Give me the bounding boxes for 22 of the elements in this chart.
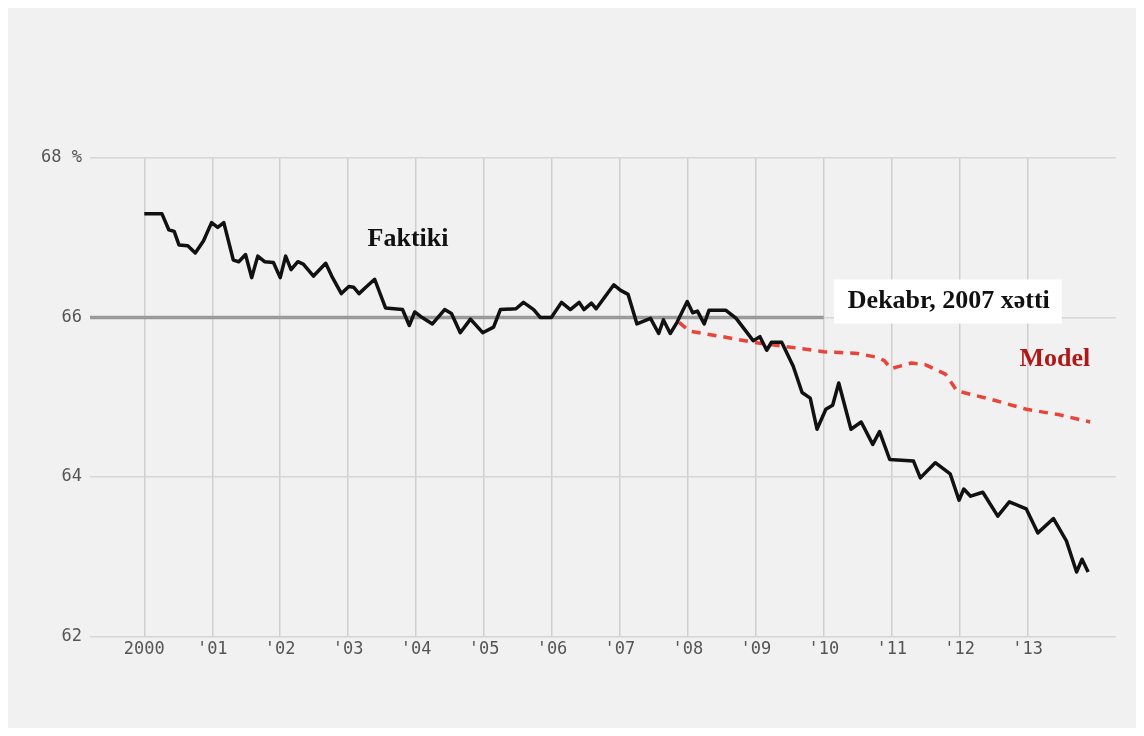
x-tick-label: '01 — [196, 638, 228, 659]
x-tick-label: '13 — [1012, 638, 1044, 659]
x-tick-label: 2000 — [123, 638, 165, 659]
y-tick-label: 68 % — [40, 146, 82, 167]
annotation: Dekabr, 2007 xətti — [847, 285, 1050, 315]
series-label: Model — [1019, 342, 1091, 372]
series-label: Faktiki — [367, 223, 449, 253]
x-tick-label: '06 — [536, 638, 568, 659]
x-tick-label: '02 — [264, 638, 296, 659]
x-tick-label: '10 — [808, 638, 840, 659]
y-tick-label: 64 — [61, 465, 82, 486]
x-tick-label: '03 — [332, 638, 364, 659]
y-tick-label: 62 — [61, 625, 82, 646]
y-tick-label: 66 — [61, 305, 82, 326]
x-tick-label: '11 — [876, 638, 908, 659]
x-tick-label: '08 — [672, 638, 704, 659]
x-tick-label: '05 — [468, 638, 500, 659]
x-tick-label: '09 — [740, 638, 772, 659]
x-tick-label: '07 — [604, 638, 636, 659]
line-series — [677, 320, 1092, 424]
x-tick-label: '12 — [944, 638, 976, 659]
x-tick-label: '04 — [400, 638, 432, 659]
